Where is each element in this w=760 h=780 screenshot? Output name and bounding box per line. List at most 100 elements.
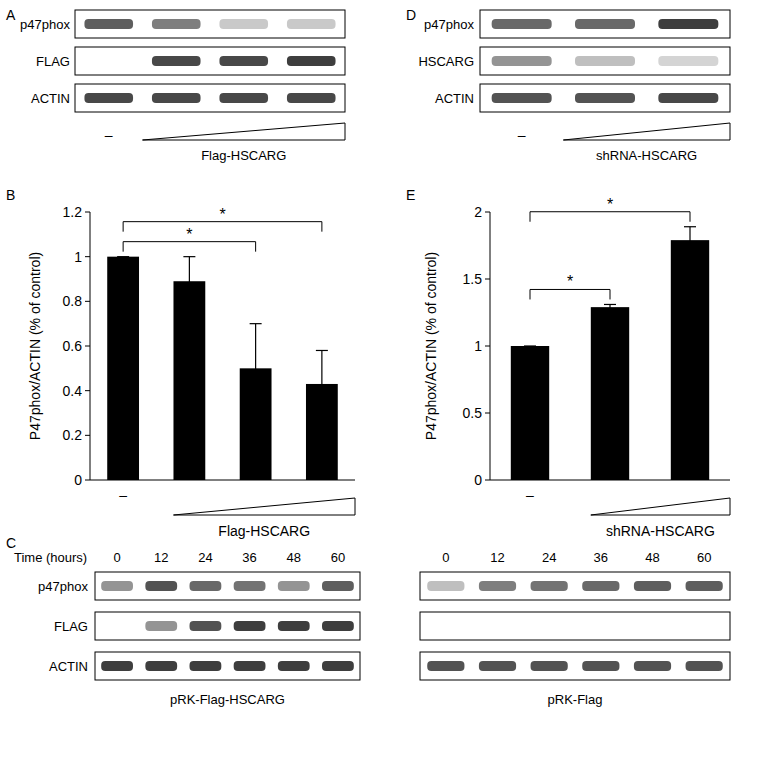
bar	[173, 281, 205, 480]
band	[658, 19, 718, 29]
y-tick-label: 1.2	[63, 204, 83, 220]
x-axis-label: shRNA-HSCARG	[606, 523, 715, 539]
error-cap	[684, 226, 696, 227]
lane-label: 36	[242, 550, 256, 565]
dose-wedge	[563, 123, 730, 140]
band	[492, 19, 552, 29]
band	[531, 581, 568, 591]
dose-wedge	[591, 498, 730, 515]
significance-label: *	[186, 226, 192, 243]
band	[575, 19, 635, 29]
band	[427, 661, 464, 671]
y-tick	[85, 301, 90, 302]
significance-bracket	[123, 242, 256, 252]
band	[492, 93, 552, 103]
row-label: ACTIN	[435, 91, 474, 106]
band	[219, 56, 268, 66]
y-tick	[85, 346, 90, 347]
band	[101, 581, 133, 591]
lane-label: 36	[594, 550, 608, 565]
lane-label: 48	[645, 550, 659, 565]
error-cap	[183, 256, 195, 257]
significance-bracket	[530, 212, 690, 222]
figure: Ap47phoxFLAGACTIN–Flag-HSCARGDp47phoxHSC…	[0, 0, 760, 780]
blot-box	[95, 572, 360, 600]
bar	[511, 346, 549, 480]
y-tick	[485, 346, 490, 347]
band	[479, 621, 516, 631]
band	[658, 93, 718, 103]
row-label: FLAG	[54, 619, 88, 634]
band	[531, 661, 568, 671]
band	[84, 19, 133, 29]
treatment-label: pRK-Flag-HSCARG	[170, 692, 285, 707]
y-tick-label: 0.8	[63, 293, 83, 309]
band	[84, 56, 133, 66]
lane-label: 48	[287, 550, 301, 565]
band	[322, 621, 354, 631]
band	[492, 56, 552, 66]
error-stem	[321, 350, 322, 417]
band	[145, 621, 177, 631]
y-tick	[85, 480, 90, 481]
band	[582, 661, 619, 671]
band	[234, 581, 266, 591]
significance-label: *	[567, 273, 573, 290]
lane-label: 12	[154, 550, 168, 565]
band	[575, 93, 635, 103]
band	[190, 661, 222, 671]
panel-letter: A	[6, 7, 16, 23]
error-cap	[604, 304, 616, 305]
band	[686, 661, 723, 671]
blot-box	[480, 10, 730, 38]
significance-bracket	[123, 222, 322, 232]
row-label: ACTIN	[49, 659, 88, 674]
band	[152, 93, 201, 103]
band	[322, 581, 354, 591]
band	[145, 661, 177, 671]
error-stem	[689, 227, 690, 254]
blot-panel: Dp47phoxHSCARGACTIN–shRNA-HSCARG	[406, 7, 730, 163]
band	[427, 621, 464, 631]
background	[0, 0, 760, 780]
y-tick-label: 1.5	[463, 271, 483, 287]
error-bar	[316, 350, 328, 417]
error-bar	[684, 227, 696, 254]
band	[152, 56, 201, 66]
band	[575, 56, 635, 66]
band	[278, 581, 310, 591]
y-tick	[485, 480, 490, 481]
error-bar	[183, 257, 195, 306]
y-tick-label: 1	[474, 338, 482, 354]
y-tick	[85, 390, 90, 391]
blot-box	[480, 47, 730, 75]
panel-letter: C	[6, 535, 16, 551]
band	[634, 621, 671, 631]
error-stem	[255, 324, 256, 413]
error-bar	[117, 256, 129, 257]
row-label: FLAG	[36, 54, 70, 69]
lane-label: 0	[442, 550, 449, 565]
error-bar	[250, 324, 262, 413]
panel-letter: E	[406, 187, 415, 203]
band	[582, 621, 619, 631]
band	[658, 56, 718, 66]
band	[145, 581, 177, 591]
blot-box	[75, 10, 345, 38]
y-tick-label: 1	[74, 249, 82, 265]
band	[101, 661, 133, 671]
band	[686, 621, 723, 631]
band	[686, 581, 723, 591]
y-tick	[485, 279, 490, 280]
y-axis-label: P47phox/ACTIN (% of control)	[27, 252, 43, 440]
significance-label: *	[219, 206, 225, 223]
blot-panel: C01224364860Time (hours)p47phoxFLAGACTIN…	[6, 535, 360, 707]
blot-box	[420, 572, 730, 600]
band	[287, 93, 336, 103]
band	[427, 581, 464, 591]
blot-box	[480, 84, 730, 112]
y-tick-label: 0	[74, 472, 82, 488]
y-tick	[85, 435, 90, 436]
lane-label: 12	[490, 550, 504, 565]
blot-box	[420, 612, 730, 640]
